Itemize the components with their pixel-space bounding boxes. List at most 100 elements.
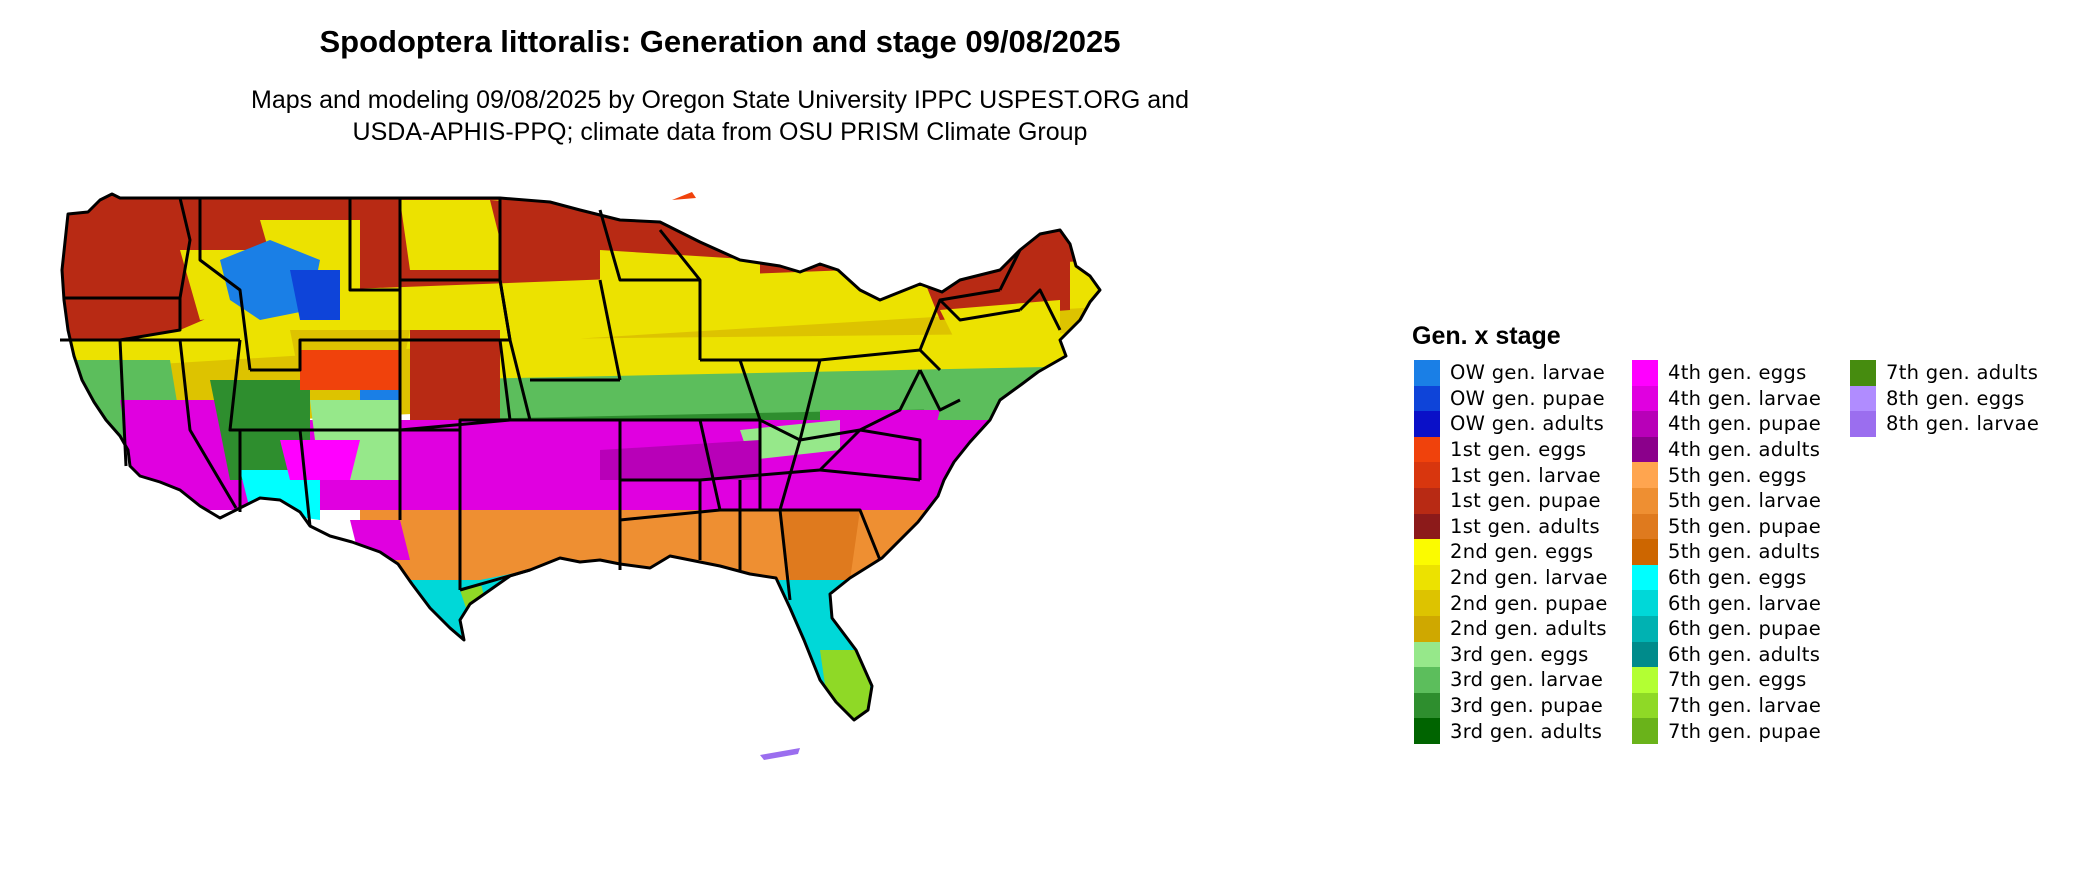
isle-royale-fill	[672, 192, 696, 200]
legend-swatch	[1414, 564, 1440, 591]
legend-swatch	[1632, 513, 1658, 540]
legend-label: 1st gen. adults	[1450, 514, 1600, 538]
legend-swatch	[1632, 692, 1658, 719]
legend-label: 3rd gen. adults	[1450, 719, 1603, 743]
legend-column: OW gen. larvae OW gen. pupae OW gen. adult…	[1414, 360, 1608, 744]
legend-item: 7th gen. pupae	[1632, 718, 1821, 744]
legend-item: 4th gen. adults	[1632, 436, 1821, 463]
legend-label: 8th gen. eggs	[1886, 386, 2025, 410]
legend-label: OW gen. adults	[1450, 412, 1605, 436]
legend-label: 6th gen. pupae	[1668, 617, 1822, 641]
subtitle-line-1: Maps and modeling 09/08/2025 by Oregon S…	[251, 86, 1189, 114]
legend-label: 1st gen. larvae	[1450, 463, 1601, 487]
legend-item: 6th gen. eggs	[1632, 564, 1821, 591]
legend-item: 2nd gen. pupae	[1414, 590, 1608, 616]
legend-label: OW gen. larvae	[1450, 361, 1606, 385]
legend-swatch	[1632, 436, 1658, 463]
legend-item: 2nd gen. adults	[1414, 615, 1608, 642]
legend-label: 6th gen. eggs	[1668, 566, 1807, 590]
legend-label: 2nd gen. larvae	[1450, 566, 1608, 590]
legend-item: 5th gen. eggs	[1632, 462, 1821, 488]
legend-item: 1st gen. larvae	[1414, 462, 1608, 488]
legend-label: 2nd gen. adults	[1450, 617, 1607, 641]
legend-item: 1st gen. eggs	[1414, 436, 1608, 463]
map-svg	[60, 192, 1102, 760]
legend-label: 4th gen. larvae	[1668, 386, 1822, 410]
legend-label: 7th gen. eggs	[1668, 668, 1807, 692]
legend-label: 2nd gen. pupae	[1450, 591, 1608, 615]
legend-column: 7th gen. adults 8th gen. eggs 8th gen. lar…	[1850, 360, 2039, 437]
legend-item: OW gen. adults	[1414, 411, 1608, 437]
legend-swatch	[1414, 436, 1440, 463]
legend-column: 4th gen. eggs 4th gen. larvae 4th gen. pup…	[1632, 360, 1821, 744]
legend-item: 5th gen. pupae	[1632, 513, 1821, 540]
legend-swatch	[1414, 667, 1440, 693]
legend-swatch	[1414, 487, 1440, 514]
legend-label: 6th gen. adults	[1668, 642, 1821, 666]
legend-item: 1st gen. pupae	[1414, 487, 1608, 514]
legend-swatch	[1632, 590, 1658, 616]
legend-item: 5th gen. larvae	[1632, 487, 1822, 514]
legend-item: 6th gen. larvae	[1632, 590, 1821, 616]
legend-label: 1st gen. eggs	[1450, 438, 1587, 462]
legend-label: 3rd gen. pupae	[1450, 694, 1604, 718]
legend-swatch	[1632, 667, 1658, 693]
legend-item: 5th gen. adults	[1632, 539, 1821, 565]
legend-swatch	[1632, 487, 1658, 514]
legend-swatch	[1632, 615, 1658, 642]
legend-title: Gen. x stage	[1412, 322, 1561, 350]
legend-item: 3rd gen. eggs	[1414, 641, 1608, 668]
legend-label: 4th gen. adults	[1668, 438, 1821, 462]
legend-item: 3rd gen. pupae	[1414, 692, 1608, 719]
legend-item: 4th gen. pupae	[1632, 411, 1821, 437]
legend-item: 1st gen. adults	[1414, 513, 1608, 540]
legend-label: 6th gen. larvae	[1668, 591, 1822, 615]
legend-swatch	[1850, 360, 1876, 386]
legend-label: 7th gen. adults	[1886, 361, 2039, 385]
legend-item: OW gen. larvae	[1414, 360, 1608, 386]
legend-swatch	[1632, 411, 1658, 437]
map-subtitle: Maps and modeling 09/08/2025 by Oregon S…	[0, 84, 1440, 148]
legend-swatch	[1414, 462, 1440, 488]
legend-label: 2nd gen. eggs	[1450, 540, 1594, 564]
legend-label: 8th gen. larvae	[1886, 412, 2040, 436]
legend-swatch	[1414, 385, 1440, 412]
legend-swatch	[1414, 718, 1440, 744]
legend-label: 4th gen. eggs	[1668, 361, 1807, 385]
legend-label: 7th gen. pupae	[1668, 719, 1822, 743]
legend-swatch	[1632, 641, 1658, 668]
legend-swatch	[1414, 513, 1440, 540]
legend-label: 7th gen. larvae	[1668, 694, 1822, 718]
legend-swatch	[1414, 641, 1440, 668]
legend-label: 5th gen. eggs	[1668, 463, 1807, 487]
legend-item: 4th gen. larvae	[1632, 385, 1822, 412]
legend-swatch	[1632, 462, 1658, 488]
legend-item: 2nd gen. larvae	[1414, 564, 1608, 591]
legend-label: 5th gen. larvae	[1668, 489, 1822, 513]
legend-label: 4th gen. pupae	[1668, 412, 1822, 436]
legend-label: OW gen. pupae	[1450, 386, 1605, 410]
legend-swatch	[1414, 360, 1440, 386]
legend-item: 2nd gen. eggs	[1414, 539, 1608, 565]
legend-item: 3rd gen. adults	[1414, 718, 1608, 744]
legend-swatch	[1632, 564, 1658, 591]
keys-fill	[760, 748, 800, 760]
legend-item: 3rd gen. larvae	[1414, 667, 1608, 693]
legend-label: 1st gen. pupae	[1450, 489, 1601, 513]
legend-item: OW gen. pupae	[1414, 385, 1608, 412]
legend-swatch	[1632, 539, 1658, 565]
subtitle-line-2: USDA-APHIS-PPQ; climate data from OSU PR…	[352, 118, 1088, 146]
legend-item: 7th gen. adults	[1850, 360, 2039, 386]
legend-label: 3rd gen. eggs	[1450, 642, 1589, 666]
legend-swatch	[1632, 360, 1658, 386]
legend-item: 8th gen. larvae	[1850, 411, 2039, 437]
legend-swatch	[1414, 692, 1440, 719]
legend-swatch	[1414, 615, 1440, 642]
legend-label: 5th gen. adults	[1668, 540, 1821, 564]
legend-swatch	[1632, 718, 1658, 744]
map-title: Spodoptera littoralis: Generation and st…	[319, 24, 1121, 59]
legend-swatch	[1414, 539, 1440, 565]
us-generation-map	[60, 180, 1380, 892]
legend-label: 3rd gen. larvae	[1450, 668, 1604, 692]
legend-swatch	[1414, 590, 1440, 616]
